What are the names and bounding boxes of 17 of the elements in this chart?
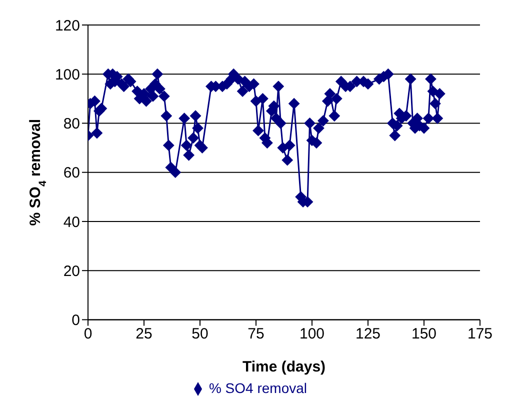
x-tick-label: 50 xyxy=(192,325,208,342)
legend-label: % SO4 removal xyxy=(208,380,308,396)
x-tick-label: 175 xyxy=(467,325,493,342)
x-axis-title: Time (days) xyxy=(242,358,326,376)
x-tick-label: 25 xyxy=(136,325,152,342)
y-tick-label: 0 xyxy=(72,312,80,330)
y-tick-label: 60 xyxy=(63,164,80,182)
y-tick-label: 100 xyxy=(54,66,80,84)
x-tick-label: 125 xyxy=(355,325,381,342)
y-tick-label: 80 xyxy=(63,116,80,133)
y-tick-label: 40 xyxy=(63,214,80,231)
x-tick-label: 75 xyxy=(248,325,264,342)
x-tick-label: 0 xyxy=(84,325,92,342)
x-tick-label: 100 xyxy=(299,325,325,342)
y-tick-label: 120 xyxy=(54,17,80,34)
y-tick-label: 20 xyxy=(63,262,80,280)
x-tick-label: 150 xyxy=(411,325,437,342)
